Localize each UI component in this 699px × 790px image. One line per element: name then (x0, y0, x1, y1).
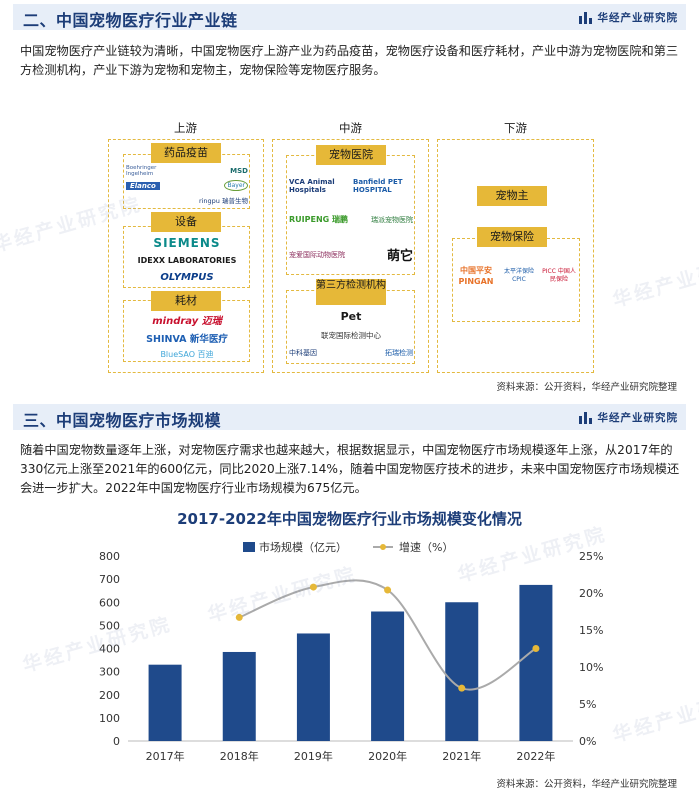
cpic-logo: 太平洋保险 CPIC (503, 268, 534, 283)
mengta-logo: 萌它 (386, 249, 413, 264)
y-left-tick-label: 300 (99, 666, 120, 679)
pingan-logo: 中国平安 PINGAN (458, 266, 494, 286)
section-paragraph: 中国宠物医疗产业链较为清晰，中国宠物医疗上游产业为药品疫苗，宠物医疗设备和医疗耗… (20, 44, 679, 77)
y-right-tick-label: 25% (579, 550, 603, 563)
source-note-chart: 资料来源：公开资料，华经产业研究院整理 (496, 779, 677, 790)
consumables-tag: 耗材 (151, 291, 221, 311)
y-right-tick-label: 15% (579, 624, 603, 637)
y-left-tick-label: 500 (99, 619, 120, 632)
y-right-tick-label: 5% (579, 698, 596, 711)
source-note-chain: 资料来源：公开资料，华经产业研究院整理 (496, 382, 677, 393)
midstream-box (272, 139, 429, 373)
bluesao-logo: BlueSAO 百迪 (160, 350, 214, 359)
pet-logo: Pet (340, 309, 362, 323)
growth-rate-point (309, 583, 317, 591)
y-right-tick-label: 10% (579, 661, 603, 674)
y-left-tick-label: 200 (99, 689, 120, 702)
growth-rate-point (458, 684, 466, 692)
ringpu-logo: ringpu 瑞普生物 (198, 197, 248, 206)
vca-logo: VCA Animal Hospitals (289, 178, 335, 194)
lianchong-logo: 联宠国际检测中心 (321, 330, 381, 340)
downstream-box (437, 139, 594, 373)
drugs-vaccines-logos: Boehringer Ingelheim MSD Elanco Bayer ri… (126, 163, 248, 207)
y-left-tick-label: 0 (113, 735, 120, 748)
picc-logo: PICC 中国人民保险 (542, 268, 576, 283)
y-right-tick-label: 0% (579, 735, 596, 748)
growth-rate-point (384, 586, 392, 594)
section-paragraph: 随着中国宠物数量逐年上涨，对宠物医疗需求也越来越大，根据数据显示，中国宠物医疗市… (20, 443, 680, 495)
brand-name: 华经产业研究院 (597, 412, 678, 424)
drugs-vaccines-tag: 药品疫苗 (151, 143, 221, 163)
shinva-logo: SHINVA 新华医疗 (146, 334, 228, 345)
ruipai-logo: 瑞派宠物医院 (371, 215, 413, 224)
growth-rate-point (532, 645, 540, 652)
bar (371, 611, 405, 741)
section-title: 三、中国宠物医疗市场规模 (23, 411, 222, 430)
brand-badge: 华经产业研究院 (578, 10, 679, 25)
x-tick-label: 2017年 (146, 749, 185, 763)
chart-title: 2017-2022年中国宠物医疗行业市场规模变化情况 (177, 510, 522, 528)
bar (148, 664, 182, 741)
y-right-tick-label: 20% (579, 587, 603, 600)
x-tick-label: 2021年 (442, 749, 481, 763)
x-tick-label: 2022年 (516, 749, 555, 763)
y-left-tick-label: 800 (99, 550, 120, 563)
upstream-label: 上游 (174, 121, 197, 135)
siemens-logo: SIEMENS (153, 236, 221, 251)
y-left-tick-label: 400 (99, 643, 120, 656)
ruipeng-logo: RUIPENG 瑞鹏 (289, 215, 349, 224)
mindray-logo: mindray 迈瑞 (152, 316, 222, 327)
bar (296, 633, 330, 741)
tuorui-logo: 拓瑞检测 (385, 349, 413, 358)
pet-insurance-tag: 宠物保险 (477, 227, 547, 247)
brand-name: 华经产业研究院 (597, 12, 678, 24)
legend-swatch-marker (380, 544, 386, 550)
banfield-logo: Banfield PET HOSPITAL (353, 178, 403, 194)
equipment-logos: SIEMENS IDEXX LABORATORIES OLYMPUS (126, 233, 248, 286)
y-left-tick-label: 100 (99, 712, 120, 725)
section-title: 二、中国宠物医疗行业产业链 (23, 11, 238, 30)
market-size-chart: 0 100 200 300 400 500 600 700 800 0% 5% 10% 15% 20% 25… (99, 540, 603, 763)
brand-logo-icon (578, 411, 592, 424)
x-tick-label: 2018年 (220, 749, 259, 763)
boehringer-logo: Boehringer Ingelheim (126, 164, 157, 177)
msd-logo: MSD (230, 166, 248, 175)
growth-rate-point (235, 613, 243, 621)
olympus-logo: OLYMPUS (160, 271, 214, 283)
bar (519, 584, 553, 741)
third-party-testing-logos: Pet 联宠国际检测中心 中科基因 拓瑞检测 (289, 306, 413, 362)
insurance-logos: 中国平安 PINGAN 太平洋保险 CPIC PICC 中国人民保险 (455, 256, 577, 296)
consumables-logos: mindray 迈瑞 SHINVA 新华医疗 BlueSAO 百迪 (126, 310, 248, 362)
pet-hospital-logos: VCA Animal Hospitals Banfield PET HOSPIT… (289, 168, 413, 274)
midstream-label: 中游 (339, 121, 362, 135)
section-header-industry-chain: 二、中国宠物医疗行业产业链 华经产业研究院 (13, 4, 686, 30)
y-left-tick-label: 600 (99, 596, 120, 609)
legend-swatch-bar (243, 542, 255, 552)
third-party-testing-tag: 第三方检测机构 (316, 279, 386, 305)
bayer-logo: Bayer (224, 180, 248, 192)
bar (445, 602, 479, 741)
pet-owner-tag: 宠物主 (477, 186, 547, 206)
bar (222, 651, 256, 741)
brand-badge: 华经产业研究院 (578, 410, 679, 425)
equipment-tag: 设备 (151, 212, 221, 232)
pet-hospital-tag: 宠物医院 (316, 145, 386, 165)
legend-label-bar: 市场规模（亿元） (259, 540, 347, 554)
upstream-box (108, 139, 264, 373)
brand-logo-icon (578, 11, 592, 24)
watermark: 华经产业研究院 (610, 248, 699, 312)
zhongke-logo: 中科基因 (289, 349, 317, 358)
downstream-label: 下游 (504, 121, 527, 135)
legend-label-line: 增速（%） (399, 540, 453, 554)
y-left-tick-label: 700 (99, 573, 120, 586)
growth-rate-line (238, 579, 537, 691)
x-tick-label: 2019年 (294, 749, 333, 763)
section-header-market-size: 三、中国宠物医疗市场规模 华经产业研究院 (13, 404, 686, 430)
x-tick-label: 2020年 (368, 749, 407, 763)
chongai-logo: 宠爱国际动物医院 (289, 250, 345, 259)
idexx-logo: IDEXX LABORATORIES (137, 256, 237, 266)
elanco-logo: Elanco (126, 181, 160, 190)
